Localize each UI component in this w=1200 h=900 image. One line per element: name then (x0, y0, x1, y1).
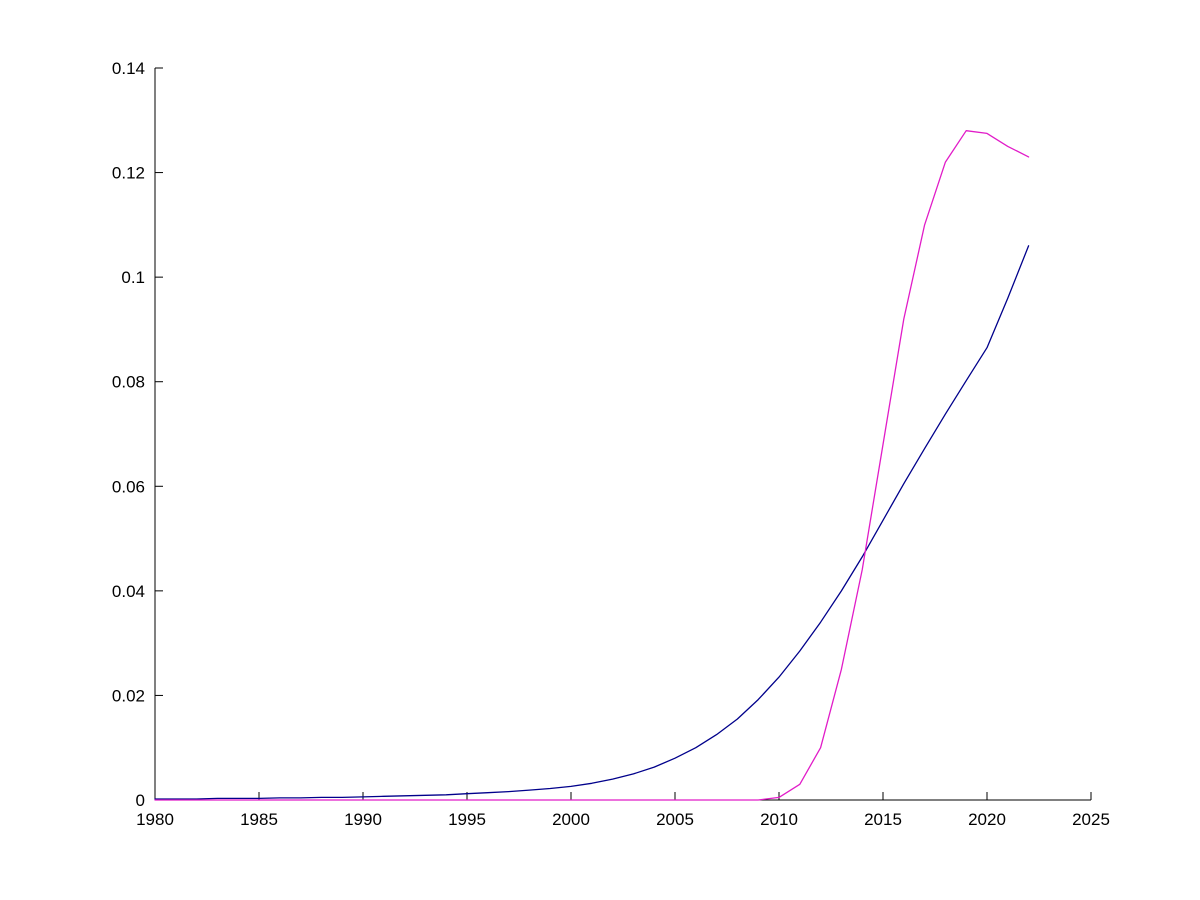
x-tick-label: 2015 (864, 810, 902, 829)
x-tick-label: 2005 (656, 810, 694, 829)
y-tick-label: 0.14 (112, 59, 145, 78)
y-tick-label: 0.02 (112, 686, 145, 705)
x-tick-label: 1990 (344, 810, 382, 829)
y-tick-label: 0.12 (112, 164, 145, 183)
y-tick-label: 0.06 (112, 477, 145, 496)
x-tick-label: 1980 (136, 810, 174, 829)
x-tick-label: 2020 (968, 810, 1006, 829)
x-tick-label: 1995 (448, 810, 486, 829)
x-tick-label: 2000 (552, 810, 590, 829)
series-blue-line (154, 245, 1030, 800)
y-tick-label: 0.08 (112, 373, 145, 392)
series-magenta-line (154, 130, 1030, 801)
x-tick-label: 1985 (240, 810, 278, 829)
x-tick-label: 2025 (1072, 810, 1110, 829)
x-tick-label: 2010 (760, 810, 798, 829)
y-tick-label: 0 (136, 791, 145, 810)
y-tick-label: 0.04 (112, 582, 145, 601)
y-tick-label: 0.1 (121, 268, 145, 287)
